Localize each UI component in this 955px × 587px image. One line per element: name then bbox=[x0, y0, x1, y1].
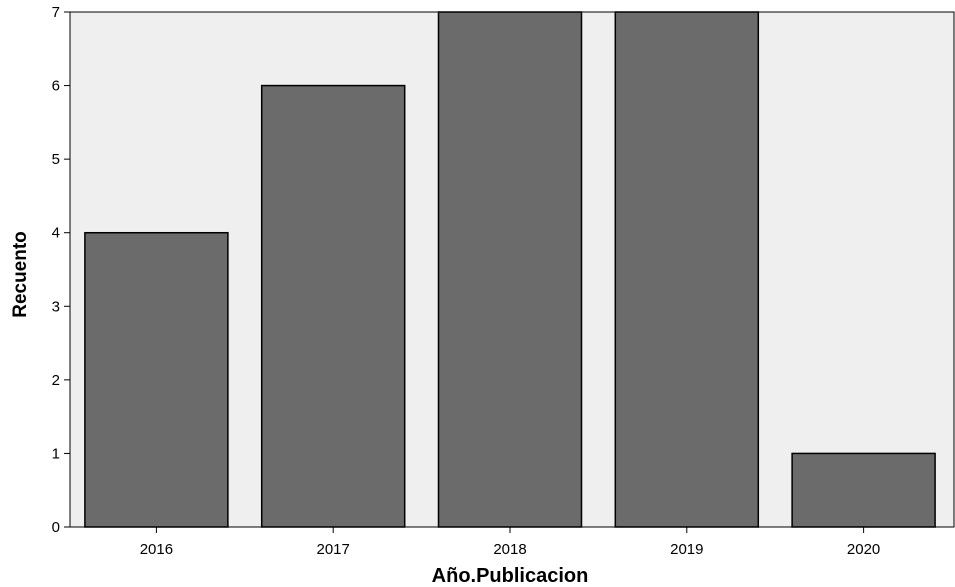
y-tick-label: 5 bbox=[52, 151, 60, 168]
bar-2016 bbox=[84, 231, 229, 528]
y-axis: 0 1 2 3 4 5 6 7 bbox=[52, 4, 71, 536]
x-axis: 2016 2017 2018 2019 2020 bbox=[70, 526, 954, 558]
bar-2017 bbox=[260, 84, 406, 528]
bar-2020 bbox=[791, 452, 936, 528]
y-tick-label: 7 bbox=[52, 4, 60, 21]
bar-group bbox=[84, 11, 936, 528]
y-tick-label: 1 bbox=[52, 445, 60, 462]
y-axis-title: Recuento bbox=[10, 231, 31, 318]
x-tick-label: 2020 bbox=[847, 541, 880, 558]
x-tick-label: 2019 bbox=[670, 541, 703, 558]
x-tick-label: 2017 bbox=[317, 541, 350, 558]
y-tick-label: 0 bbox=[52, 519, 60, 536]
y-tick-label: 2 bbox=[52, 372, 60, 389]
y-tick-label: 6 bbox=[52, 78, 60, 95]
bar-2019 bbox=[614, 11, 760, 528]
x-axis-title: Año.Publicacion bbox=[432, 565, 589, 587]
y-tick-label: 4 bbox=[52, 225, 60, 242]
y-tick-label: 3 bbox=[52, 298, 60, 315]
x-tick-label: 2018 bbox=[493, 541, 526, 558]
bar-2018 bbox=[437, 11, 583, 528]
x-tick-label: 2016 bbox=[140, 541, 173, 558]
